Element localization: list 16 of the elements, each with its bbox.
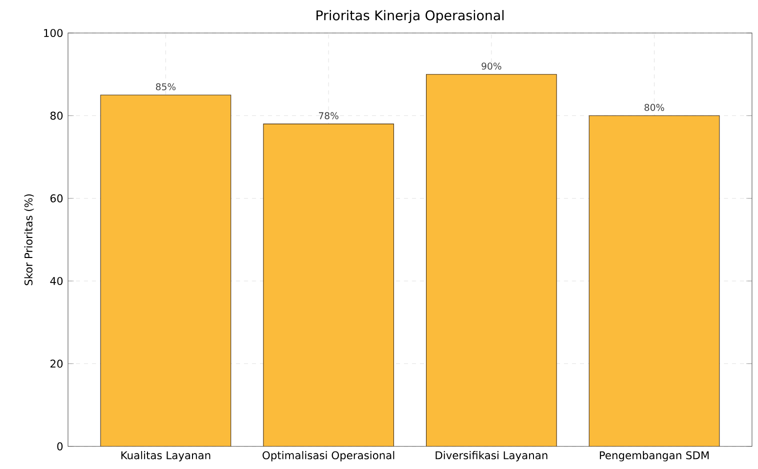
- data-label: 80%: [644, 104, 664, 111]
- y-tick-label: 80: [50, 112, 63, 120]
- x-tick-label: Diversifikasi Layanan: [436, 451, 548, 462]
- data-label: 78%: [318, 112, 338, 120]
- x-tick-label: Pengembangan SDM: [600, 451, 709, 462]
- x-tick-label: Optimalisasi Operasional: [262, 451, 394, 462]
- y-axis-title: Skor Prioritas (%): [24, 194, 34, 286]
- y-tick-label: 20: [50, 360, 63, 368]
- y-tick-label: 40: [50, 276, 63, 286]
- chart-title: Prioritas Kinerja Operasional: [316, 10, 504, 23]
- y-tick-label: 100: [44, 28, 63, 38]
- y-tick-label: 60: [50, 194, 63, 202]
- data-label: 85%: [156, 83, 176, 90]
- y-tick-label: 0: [57, 442, 63, 450]
- x-tick-label: Kualitas Layanan: [121, 451, 210, 462]
- data-label: 90%: [482, 62, 502, 70]
